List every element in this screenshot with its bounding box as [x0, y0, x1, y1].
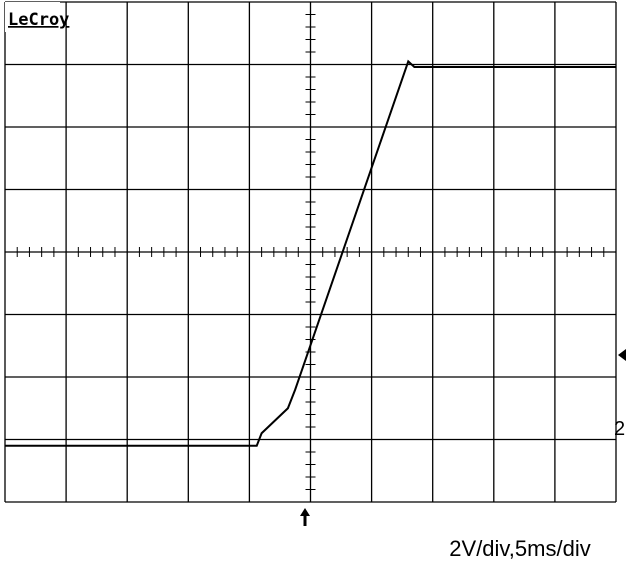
- brand-box: [5, 2, 60, 32]
- trace: [5, 59, 616, 447]
- brand: LeCroy: [8, 10, 69, 30]
- channel-label: 2: [614, 418, 625, 440]
- offset-arrow: [618, 349, 626, 361]
- grid: [4, 1, 617, 503]
- trigger-arrow: [300, 508, 310, 526]
- caption: 2V/div,5ms/div: [449, 536, 590, 561]
